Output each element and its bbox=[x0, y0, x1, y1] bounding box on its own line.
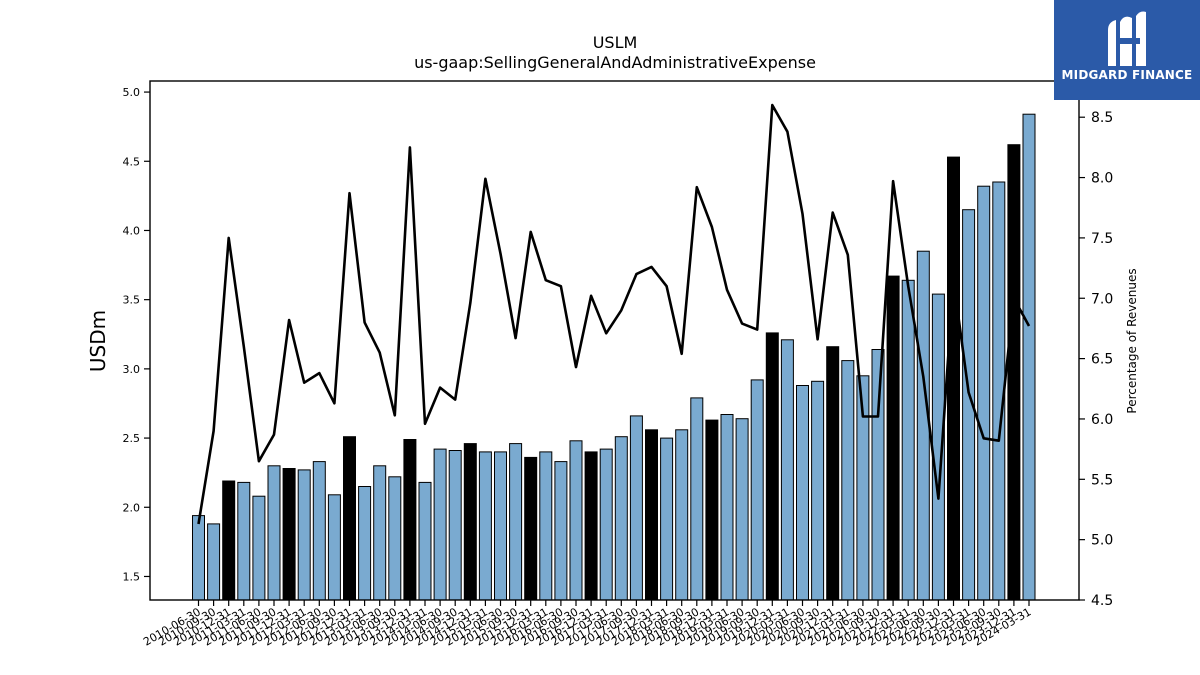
bar bbox=[237, 481, 251, 601]
bar bbox=[433, 448, 447, 601]
bar bbox=[780, 339, 794, 601]
bar bbox=[282, 468, 296, 601]
bar bbox=[1007, 144, 1021, 601]
bar bbox=[312, 461, 326, 601]
chart-title: USLM bbox=[593, 33, 638, 52]
bar bbox=[539, 451, 553, 601]
bar bbox=[327, 494, 341, 601]
bar bbox=[826, 346, 840, 601]
bar bbox=[343, 436, 356, 601]
y2-tick-label: 7.5 bbox=[1091, 231, 1113, 247]
y2-axis-label: Percentage of Revenues bbox=[1125, 268, 1139, 413]
bar-series bbox=[192, 113, 1036, 601]
y-tick-label: 1.5 bbox=[123, 570, 141, 583]
y2-tick-label: 6.5 bbox=[1091, 352, 1113, 368]
bar bbox=[222, 480, 236, 601]
bar bbox=[509, 443, 523, 601]
bar bbox=[373, 465, 387, 601]
bar bbox=[886, 275, 900, 601]
bar bbox=[524, 456, 538, 601]
bar bbox=[690, 397, 704, 601]
bar bbox=[660, 437, 674, 601]
bar bbox=[841, 360, 855, 601]
y-axis-label: USDm bbox=[86, 310, 110, 372]
y-axis-right: 4.5 5.0 5.5 6.0 6.5 7.0 7.5 8.0 8.5 bbox=[1079, 110, 1113, 609]
brand-name: MIDGARD FINANCE bbox=[1061, 68, 1193, 82]
y2-tick-label: 8.0 bbox=[1091, 171, 1113, 187]
y2-tick-label: 8.5 bbox=[1091, 110, 1113, 126]
y2-tick-label: 5.0 bbox=[1091, 533, 1113, 549]
x-axis: 2010-06-302010-09-302010-12-312011-03-31… bbox=[141, 600, 1034, 649]
bar bbox=[494, 451, 507, 601]
bar bbox=[901, 279, 915, 601]
bar bbox=[569, 440, 583, 601]
y2-tick-label: 6.0 bbox=[1091, 412, 1113, 428]
bar bbox=[267, 465, 281, 601]
plot-frame bbox=[149, 80, 1080, 601]
bar bbox=[629, 415, 643, 601]
bar bbox=[977, 185, 991, 601]
percentage-line bbox=[197, 103, 1031, 525]
y-tick-label: 3.5 bbox=[123, 294, 141, 307]
bar bbox=[796, 385, 809, 601]
bar bbox=[584, 451, 598, 601]
bar bbox=[871, 349, 885, 601]
bar bbox=[403, 439, 417, 601]
bar bbox=[207, 523, 221, 601]
y-tick-label: 3.0 bbox=[123, 363, 141, 376]
bar bbox=[358, 486, 372, 601]
bar bbox=[1022, 113, 1036, 601]
chart-subtitle: us-gaap:SellingGeneralAndAdministrativeE… bbox=[414, 53, 816, 72]
brand-badge: MIDGARD FINANCE bbox=[1054, 0, 1200, 100]
bar bbox=[750, 379, 764, 601]
bar bbox=[765, 332, 779, 601]
bar bbox=[720, 414, 734, 601]
bar bbox=[614, 436, 628, 601]
bar bbox=[705, 419, 719, 601]
bar bbox=[947, 156, 960, 601]
bar bbox=[388, 476, 402, 601]
midgard-finance-logo-icon bbox=[1108, 11, 1146, 67]
bar bbox=[675, 429, 689, 601]
bar bbox=[448, 450, 462, 601]
y2-tick-label: 4.5 bbox=[1091, 593, 1113, 609]
bar bbox=[735, 418, 749, 601]
y-tick-label: 4.5 bbox=[123, 155, 141, 168]
y2-tick-label: 7.0 bbox=[1091, 291, 1113, 307]
bar bbox=[418, 481, 432, 601]
bar bbox=[554, 461, 568, 601]
y-tick-label: 2.5 bbox=[123, 432, 141, 445]
y2-tick-label: 5.5 bbox=[1091, 472, 1113, 488]
y-tick-label: 4.0 bbox=[123, 224, 141, 237]
bar bbox=[192, 515, 205, 601]
y-tick-label: 5.0 bbox=[123, 86, 141, 99]
bar bbox=[645, 429, 658, 601]
bar bbox=[478, 451, 492, 601]
bar bbox=[599, 448, 613, 601]
bar bbox=[811, 380, 825, 601]
y-axis-left: 1.5 2.0 2.5 3.0 3.5 4.0 4.5 5.0 bbox=[123, 86, 150, 583]
y-tick-label: 2.0 bbox=[123, 501, 141, 514]
bar bbox=[463, 443, 477, 601]
bar bbox=[252, 495, 266, 601]
bar bbox=[297, 469, 311, 601]
bar bbox=[916, 250, 930, 601]
